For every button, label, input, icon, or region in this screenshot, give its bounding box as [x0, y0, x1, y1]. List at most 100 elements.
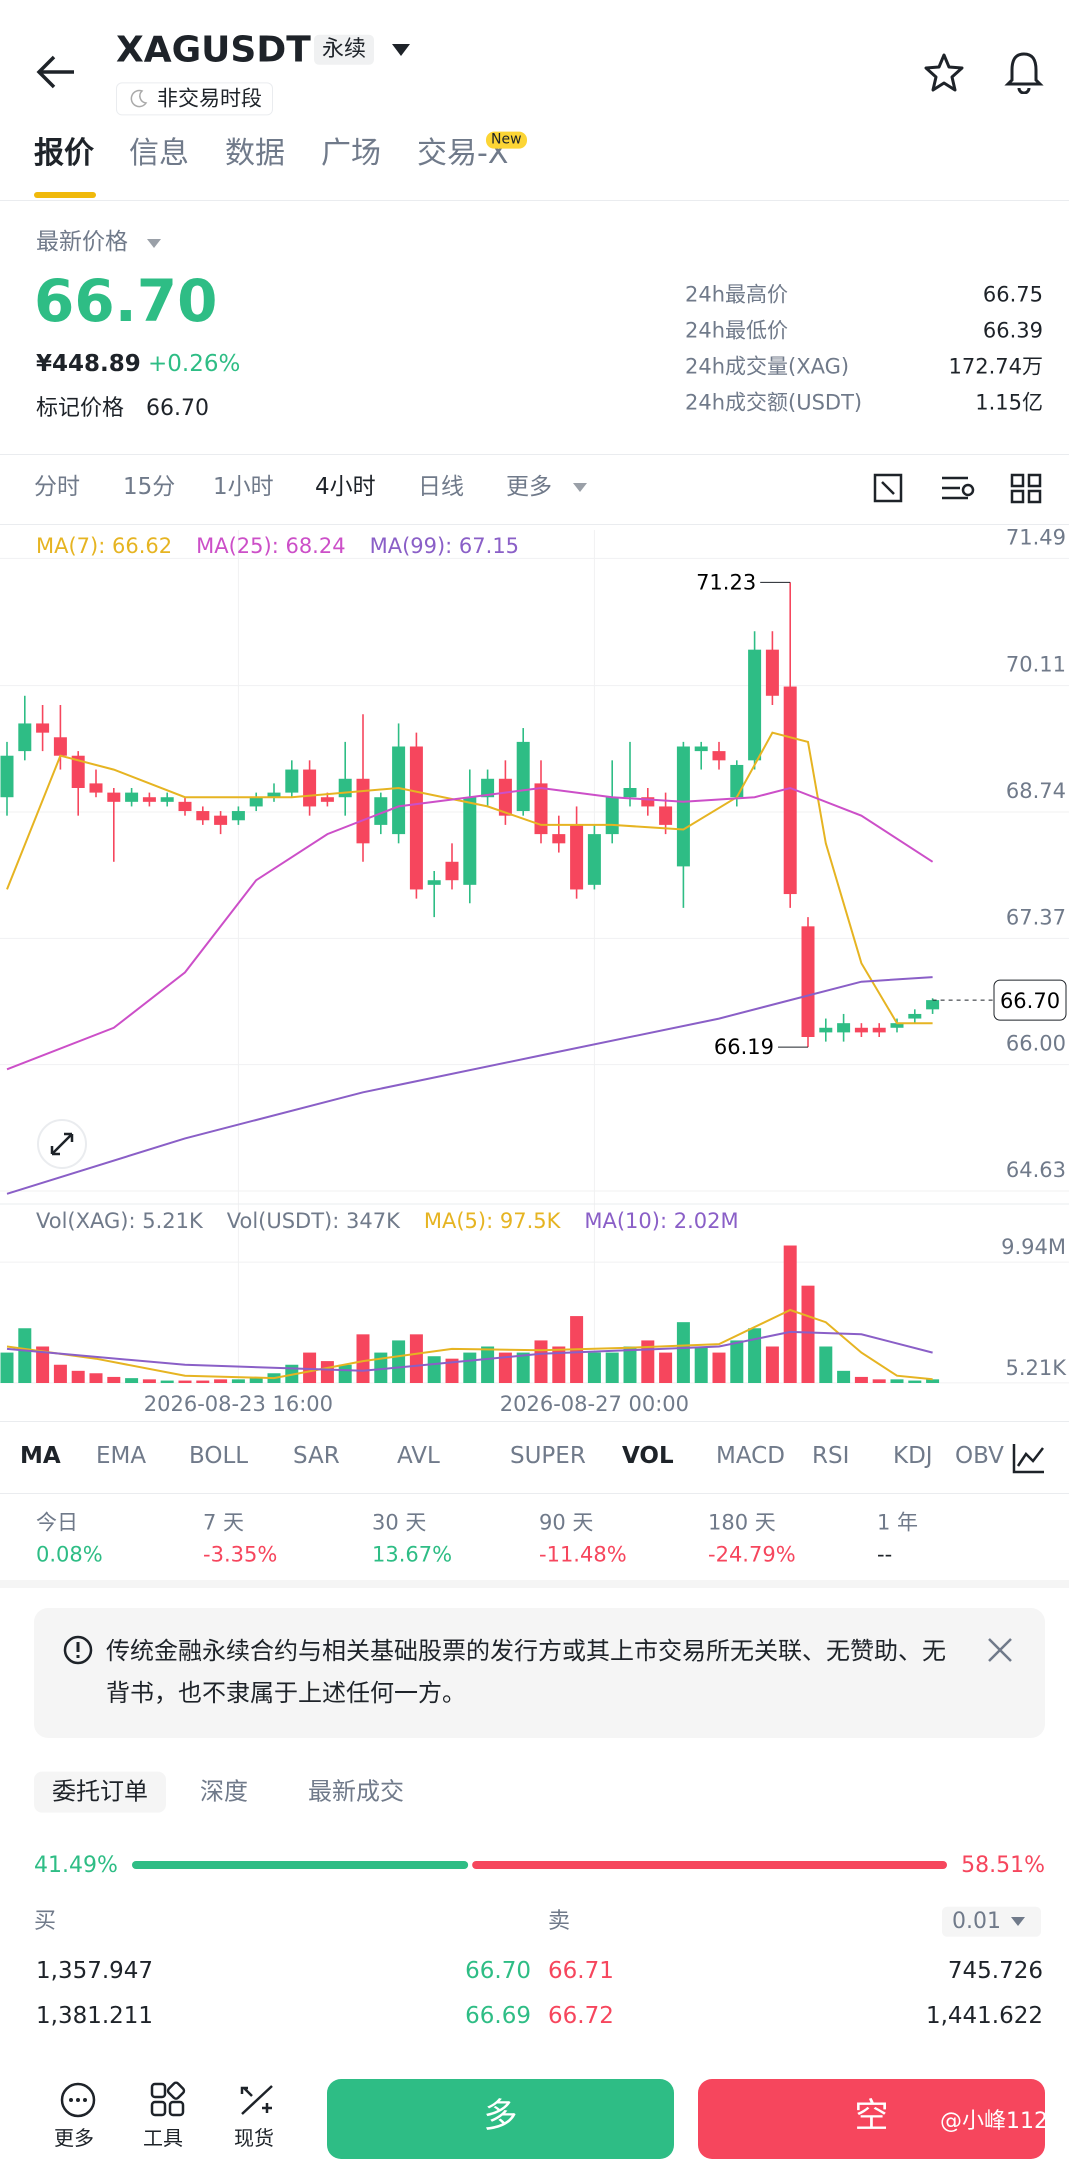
volume-bar [712, 1352, 726, 1383]
candle-body [196, 811, 210, 821]
divider [0, 454, 1069, 455]
symbol-title: XAGUSDT [116, 29, 311, 71]
tab[interactable]: 数据 [225, 136, 285, 171]
stat-value: 1.15亿 [975, 390, 1043, 415]
volume-ma-legend: MA(5): 97.5K [424, 1209, 562, 1233]
volume-bar [641, 1340, 655, 1383]
candle-body [926, 1000, 940, 1010]
price-label[interactable]: 最新价格 [36, 229, 128, 256]
tool-label[interactable]: 工具 [143, 2126, 183, 2150]
stat-value: 66.39 [982, 318, 1043, 343]
sell-ratio: 58.51% [961, 1853, 1045, 1878]
y-tick-label: 67.37 [1006, 905, 1066, 929]
candle-body [267, 792, 281, 798]
tab[interactable]: 信息 [129, 136, 189, 171]
volume-bar [338, 1364, 352, 1383]
buy-ratio-bar [132, 1861, 469, 1869]
star-icon[interactable] [924, 52, 964, 92]
bell-icon[interactable] [1004, 50, 1044, 94]
cny-price: ¥448.89 [36, 351, 141, 378]
last-price-label: 66.70 [1000, 989, 1060, 1013]
x-tick-label: 2026-08-23 16:00 [144, 1392, 333, 1416]
indicator-tab[interactable]: KDJ [893, 1443, 933, 1470]
stat-label: 24h成交额(USDT) [685, 390, 863, 415]
timeframe[interactable]: 更多 [506, 474, 552, 501]
timeframe[interactable]: 15分 [123, 474, 176, 501]
indicator-tab[interactable]: RSI [812, 1443, 850, 1470]
tab[interactable]: 广场 [321, 136, 381, 171]
tool-label[interactable]: 现货 [234, 2126, 274, 2150]
volume-bar [872, 1379, 886, 1383]
dropdown-icon[interactable] [390, 42, 412, 58]
volume-bar [160, 1380, 174, 1383]
indicator-tab[interactable]: AVL [397, 1443, 440, 1470]
timeframe[interactable]: 分时 [34, 474, 80, 501]
long-button[interactable]: 多 [327, 2079, 674, 2159]
volume-legend: Vol(USDT): 347K [227, 1209, 401, 1233]
period-label: 180 天 [708, 1510, 776, 1535]
x-tick-label: 2026-08-27 00:00 [500, 1392, 689, 1416]
y-tick-label: 64.63 [1006, 1158, 1066, 1182]
candle-body [534, 783, 548, 835]
volume-bar [552, 1346, 566, 1383]
candle-body [320, 797, 334, 802]
short-button[interactable]: 空 [698, 2079, 1045, 2159]
tab-underline [34, 192, 96, 198]
indicator-settings[interactable] [1008, 1440, 1069, 1476]
close-icon[interactable] [986, 1636, 1014, 1664]
volume-bar [392, 1340, 406, 1383]
kline-chart: 71.49 70.11 68.74 67.37 66.00 64.63 2026-08-23… [0, 525, 1069, 1416]
volume-bar [374, 1352, 388, 1383]
order-tab[interactable]: 最新成交 [308, 1777, 404, 1806]
chart-tools[interactable] [870, 470, 1060, 506]
period-value: -24.79% [708, 1542, 796, 1567]
indicator-tab[interactable]: SUPER [510, 1443, 586, 1470]
candle-body [71, 755, 85, 788]
indicator-tab[interactable]: BOLL [189, 1443, 249, 1470]
contract-tag: 永续 [314, 34, 375, 66]
candle-body [676, 746, 690, 867]
indicator-tab[interactable]: MA [20, 1443, 61, 1470]
candle-body [605, 797, 619, 835]
candle-body [623, 788, 637, 798]
period-label: 30 天 [372, 1510, 427, 1535]
candle-body [481, 778, 495, 798]
volume-ma-line [6, 1308, 933, 1381]
caret [147, 239, 161, 248]
order-tab[interactable]: 委托订单 [34, 1771, 166, 1813]
tool-label[interactable]: 更多 [54, 2126, 94, 2150]
volume-bar [356, 1334, 370, 1383]
caret [573, 483, 587, 492]
precision-select[interactable]: 0.01 [942, 1906, 1041, 1938]
new-badge: New [486, 131, 527, 149]
timeframe[interactable]: 日线 [418, 474, 464, 501]
bid-qty: 1,381.211 [36, 2003, 154, 2030]
ask-qty: 745.726 [947, 1958, 1043, 1985]
back-icon[interactable] [36, 54, 76, 90]
candle-body [516, 741, 530, 812]
candle-body [641, 797, 655, 807]
volume-bar [320, 1361, 334, 1383]
timeframe[interactable]: 4小时 [315, 474, 376, 501]
order-tab[interactable]: 深度 [200, 1777, 248, 1806]
volume-bar [926, 1379, 940, 1383]
indicator-tab[interactable]: MACD [716, 1443, 785, 1470]
indicator-tab[interactable]: VOL [622, 1443, 674, 1470]
y-tick-label: 70.11 [1006, 653, 1066, 677]
volume-tick-label: 9.94M [1001, 1235, 1066, 1259]
candle-body [748, 649, 762, 761]
candle-body [142, 797, 156, 802]
volume-legend: Vol(XAG): 5.21K [36, 1209, 204, 1233]
timeframe[interactable]: 1小时 [213, 474, 274, 501]
volume-bar [854, 1376, 868, 1383]
low-label: 66.19 [714, 1035, 774, 1059]
divider [0, 1421, 1069, 1422]
indicator-tab[interactable]: EMA [96, 1443, 147, 1470]
indicator-tab[interactable]: OBV [955, 1443, 1004, 1470]
expand-button[interactable] [36, 1118, 88, 1170]
volume-bar [801, 1285, 815, 1383]
candle-body [819, 1027, 833, 1033]
indicator-tab[interactable]: SAR [293, 1443, 340, 1470]
tab[interactable]: 报价 [34, 136, 94, 171]
sell-header: 卖 [548, 1908, 571, 1934]
